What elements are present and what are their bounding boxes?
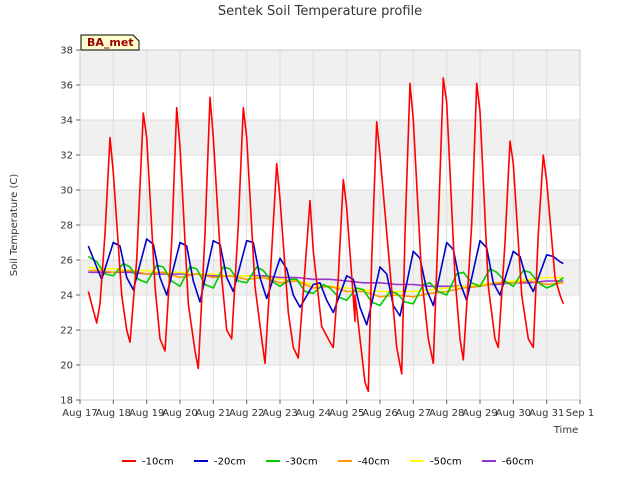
plot-background-bands: [80, 50, 580, 365]
x-axis-title: Time: [553, 425, 578, 436]
series-line-minus-20cm: [87, 238, 564, 326]
x-tick-label: Aug 26: [362, 408, 397, 419]
y-tick-label: 24: [60, 291, 73, 302]
legend-label: -20cm: [214, 457, 246, 468]
x-tick-label: Aug 30: [496, 408, 531, 419]
y-tick-label: 28: [60, 221, 73, 232]
legend-label: -50cm: [430, 457, 462, 468]
x-tick-label: Aug 29: [462, 408, 497, 419]
y-tick-label: 26: [60, 256, 73, 267]
x-tick-label: Aug 17: [62, 408, 97, 419]
legend-label: -10cm: [142, 457, 174, 468]
x-tick-label: Aug 21: [196, 408, 231, 419]
plot-band: [80, 190, 580, 225]
x-tick-label: Aug 19: [129, 408, 164, 419]
legend-item: -40cm: [338, 457, 390, 468]
x-tick-label: Aug 20: [162, 408, 197, 419]
y-tick-label: 38: [60, 46, 73, 57]
x-tick-label: Sep 1: [566, 408, 594, 419]
y-axis-ticks: 18 20 22 24 26 28 30 32 34 36 38: [60, 46, 80, 407]
y-tick-label: 36: [60, 81, 73, 92]
legend-item: -10cm: [122, 457, 174, 468]
badge-label: BA_met: [87, 36, 134, 49]
x-tick-label: Aug 22: [229, 408, 264, 419]
y-axis-title: Soil Temperature (C): [9, 174, 20, 277]
legend-item: -50cm: [410, 457, 462, 468]
chart-title: Sentek Soil Temperature profile: [218, 4, 422, 19]
y-tick-label: 18: [60, 396, 73, 407]
badge-shape: [80, 34, 140, 51]
x-tick-label: Aug 28: [429, 408, 464, 419]
x-tick-label: Aug 23: [262, 408, 297, 419]
series-line-minus-30cm: [87, 255, 564, 307]
x-tick-label: Aug 24: [296, 408, 331, 419]
plot-band: [80, 50, 580, 85]
y-tick-label: 30: [60, 186, 73, 197]
station-badge: BA_met: [80, 34, 140, 51]
x-tick-label: Aug 25: [329, 408, 364, 419]
legend-item: -20cm: [194, 457, 246, 468]
legend: -10cm -20cm -30cm -40cm -50cm -60cm: [122, 457, 534, 468]
series-line-minus-10cm: [87, 77, 565, 393]
x-tick-label: Aug 18: [96, 408, 131, 419]
y-tick-label: 22: [60, 326, 73, 337]
series-layer: [87, 77, 565, 393]
y-tick-label: 32: [60, 151, 73, 162]
plot-band: [80, 330, 580, 365]
plot-band: [80, 120, 580, 155]
y-tick-label: 34: [60, 116, 73, 127]
x-tick-label: Aug 31: [529, 408, 564, 419]
legend-label: -40cm: [358, 457, 390, 468]
y-tick-label: 20: [60, 361, 73, 372]
legend-label: -30cm: [286, 457, 318, 468]
legend-label: -60cm: [502, 457, 534, 468]
legend-item: -60cm: [482, 457, 534, 468]
legend-item: -30cm: [266, 457, 318, 468]
x-tick-label: Aug 27: [396, 408, 431, 419]
